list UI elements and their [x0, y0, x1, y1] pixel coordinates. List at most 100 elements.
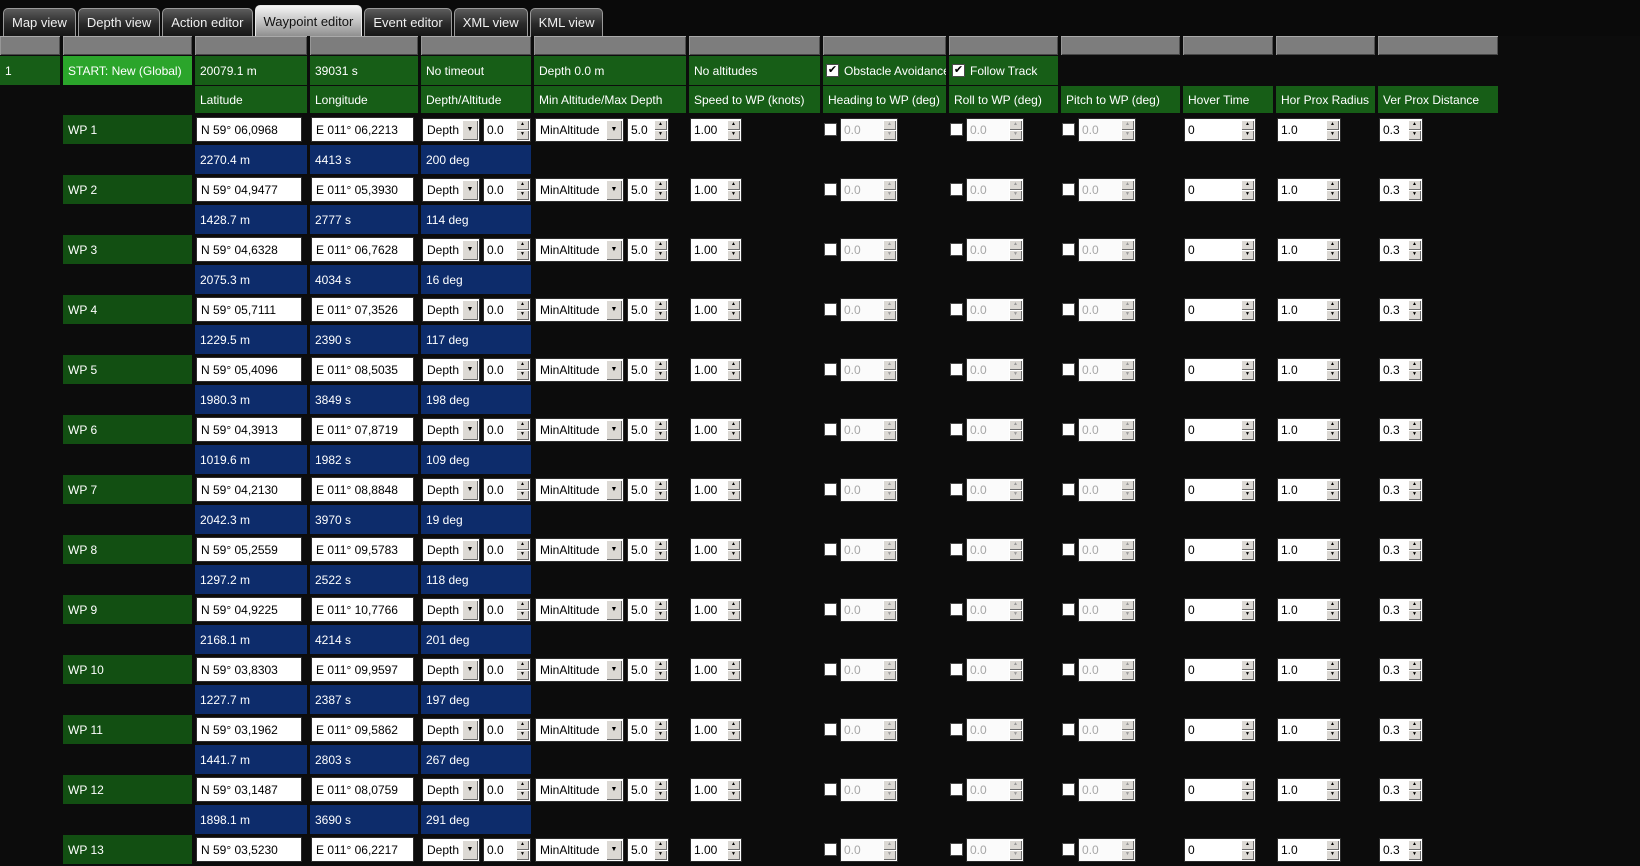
- latitude-input[interactable]: [196, 417, 302, 442]
- spin-up-icon[interactable]: ▲: [1408, 419, 1421, 430]
- spin-down-icon[interactable]: ▼: [1241, 669, 1254, 680]
- hor-prox-radius-spinner[interactable]: ▲▼: [1277, 237, 1341, 262]
- spin-down-icon[interactable]: ▼: [1408, 189, 1421, 200]
- hover-time-field[interactable]: [1185, 718, 1240, 741]
- speed-field[interactable]: [691, 598, 726, 621]
- spin-up-icon[interactable]: ▲: [1241, 239, 1254, 250]
- hor-prox-radius-field[interactable]: [1278, 178, 1325, 201]
- speed-spinner[interactable]: ▲▼: [690, 297, 742, 322]
- hover-time-spinner[interactable]: ▲▼: [1184, 237, 1256, 262]
- depth-mode-select[interactable]: Depth ▼: [422, 777, 480, 802]
- min-altitude-field[interactable]: [628, 718, 653, 741]
- spin-up-icon[interactable]: ▲: [1326, 719, 1339, 730]
- min-altitude-field[interactable]: [628, 778, 653, 801]
- depth-value-field[interactable]: [484, 478, 515, 501]
- pitch-enable-checkbox[interactable]: [1062, 243, 1075, 256]
- spin-up-icon[interactable]: ▲: [1241, 359, 1254, 370]
- column-header-cell[interactable]: [949, 36, 1058, 55]
- hover-time-spinner[interactable]: ▲▼: [1184, 597, 1256, 622]
- roll-enable-checkbox[interactable]: [950, 303, 963, 316]
- spin-down-icon[interactable]: ▼: [1241, 549, 1254, 560]
- ver-prox-distance-field[interactable]: [1380, 598, 1407, 621]
- spin-down-icon[interactable]: ▼: [1408, 429, 1421, 440]
- spin-down-icon[interactable]: ▼: [1326, 429, 1339, 440]
- spin-down-icon[interactable]: ▼: [654, 669, 667, 680]
- spin-up-icon[interactable]: ▲: [1326, 539, 1339, 550]
- speed-field[interactable]: [691, 418, 726, 441]
- spin-up-icon[interactable]: ▲: [516, 119, 529, 130]
- speed-spinner[interactable]: ▲▼: [690, 837, 742, 862]
- pitch-enable-checkbox[interactable]: [1062, 123, 1075, 136]
- spin-up-icon[interactable]: ▲: [1241, 599, 1254, 610]
- waypoint-row-label[interactable]: WP 5: [63, 355, 192, 384]
- ver-prox-distance-field[interactable]: [1380, 298, 1407, 321]
- spin-up-icon[interactable]: ▲: [1241, 299, 1254, 310]
- longitude-input[interactable]: [311, 837, 414, 862]
- depth-mode-select[interactable]: Depth ▼: [422, 177, 480, 202]
- hor-prox-radius-field[interactable]: [1278, 718, 1325, 741]
- spin-up-icon[interactable]: ▲: [1326, 419, 1339, 430]
- longitude-input[interactable]: [311, 717, 414, 742]
- spin-down-icon[interactable]: ▼: [1408, 129, 1421, 140]
- spin-down-icon[interactable]: ▼: [1241, 849, 1254, 860]
- spin-up-icon[interactable]: ▲: [1326, 659, 1339, 670]
- spin-up-icon[interactable]: ▲: [1408, 239, 1421, 250]
- waypoint-row-label[interactable]: WP 6: [63, 415, 192, 444]
- latitude-input[interactable]: [196, 297, 302, 322]
- roll-enable-checkbox[interactable]: [950, 603, 963, 616]
- dropdown-arrow-icon[interactable]: ▼: [462, 719, 478, 740]
- ver-prox-distance-field[interactable]: [1380, 478, 1407, 501]
- column-header-cell[interactable]: [1061, 36, 1180, 55]
- longitude-input[interactable]: [311, 237, 414, 262]
- spin-up-icon[interactable]: ▲: [727, 299, 740, 310]
- spin-up-icon[interactable]: ▲: [1408, 839, 1421, 850]
- waypoint-row-label[interactable]: WP 11: [63, 715, 192, 744]
- hover-time-field[interactable]: [1185, 838, 1240, 861]
- dropdown-arrow-icon[interactable]: ▼: [462, 659, 478, 680]
- roll-enable-checkbox[interactable]: [950, 723, 963, 736]
- spin-down-icon[interactable]: ▼: [654, 369, 667, 380]
- spin-down-icon[interactable]: ▼: [727, 549, 740, 560]
- spin-down-icon[interactable]: ▼: [654, 129, 667, 140]
- min-altitude-field[interactable]: [628, 118, 653, 141]
- spin-up-icon[interactable]: ▲: [1241, 539, 1254, 550]
- roll-enable-checkbox[interactable]: [950, 423, 963, 436]
- spin-down-icon[interactable]: ▼: [1408, 309, 1421, 320]
- pitch-enable-checkbox[interactable]: [1062, 543, 1075, 556]
- spin-up-icon[interactable]: ▲: [1326, 839, 1339, 850]
- speed-spinner[interactable]: ▲▼: [690, 417, 742, 442]
- dropdown-arrow-icon[interactable]: ▼: [462, 239, 478, 260]
- roll-enable-checkbox[interactable]: [950, 183, 963, 196]
- ver-prox-distance-spinner[interactable]: ▲▼: [1379, 597, 1423, 622]
- column-header-cell[interactable]: [689, 36, 820, 55]
- waypoint-row-label[interactable]: WP 13: [63, 835, 192, 864]
- spin-down-icon[interactable]: ▼: [727, 129, 740, 140]
- spin-up-icon[interactable]: ▲: [1408, 119, 1421, 130]
- spin-down-icon[interactable]: ▼: [654, 789, 667, 800]
- hor-prox-radius-spinner[interactable]: ▲▼: [1277, 837, 1341, 862]
- spin-down-icon[interactable]: ▼: [1408, 609, 1421, 620]
- heading-enable-checkbox[interactable]: [824, 603, 837, 616]
- spin-down-icon[interactable]: ▼: [727, 309, 740, 320]
- depth-value-field[interactable]: [484, 238, 515, 261]
- spin-up-icon[interactable]: ▲: [727, 359, 740, 370]
- speed-spinner[interactable]: ▲▼: [690, 177, 742, 202]
- speed-field[interactable]: [691, 718, 726, 741]
- longitude-input[interactable]: [311, 177, 414, 202]
- spin-up-icon[interactable]: ▲: [727, 539, 740, 550]
- spin-down-icon[interactable]: ▼: [1408, 549, 1421, 560]
- pitch-enable-checkbox[interactable]: [1062, 483, 1075, 496]
- latitude-input[interactable]: [196, 357, 302, 382]
- spin-up-icon[interactable]: ▲: [654, 179, 667, 190]
- spin-down-icon[interactable]: ▼: [727, 669, 740, 680]
- speed-field[interactable]: [691, 178, 726, 201]
- spin-up-icon[interactable]: ▲: [727, 479, 740, 490]
- speed-field[interactable]: [691, 538, 726, 561]
- spin-up-icon[interactable]: ▲: [727, 239, 740, 250]
- hover-time-spinner[interactable]: ▲▼: [1184, 117, 1256, 142]
- spin-down-icon[interactable]: ▼: [1326, 489, 1339, 500]
- route-number-cell[interactable]: 1: [0, 56, 60, 85]
- spin-down-icon[interactable]: ▼: [654, 489, 667, 500]
- spin-up-icon[interactable]: ▲: [1408, 659, 1421, 670]
- altitude-mode-select[interactable]: MinAltitude ▼: [535, 837, 624, 862]
